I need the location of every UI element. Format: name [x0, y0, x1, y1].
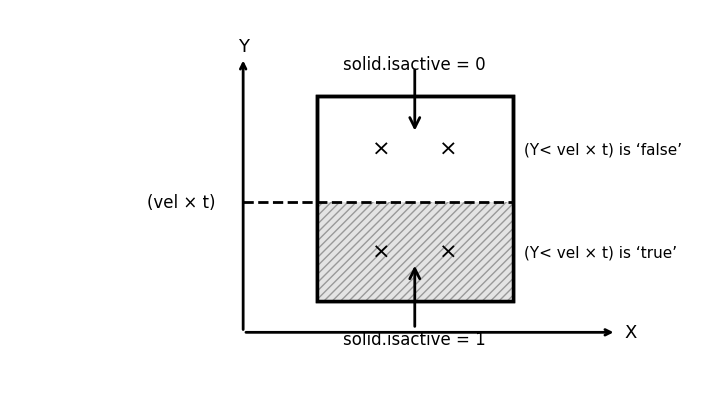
Bar	[316, 203, 513, 301]
Text: ×: ×	[372, 139, 391, 160]
Text: solid.isactive = 0: solid.isactive = 0	[344, 56, 486, 74]
Text: solid.isactive = 1: solid.isactive = 1	[343, 330, 486, 348]
Bar	[316, 97, 513, 301]
Text: (Y< vel × t) is ‘true’: (Y< vel × t) is ‘true’	[524, 245, 677, 259]
Text: ×: ×	[372, 242, 391, 262]
Text: X: X	[624, 324, 637, 342]
Bar	[316, 97, 513, 301]
Text: ×: ×	[439, 242, 458, 262]
Text: (Y< vel × t) is ‘false’: (Y< vel × t) is ‘false’	[524, 142, 682, 157]
Text: ×: ×	[439, 139, 458, 160]
Text: (vel × t): (vel × t)	[148, 194, 216, 212]
Text: Y: Y	[238, 37, 249, 55]
